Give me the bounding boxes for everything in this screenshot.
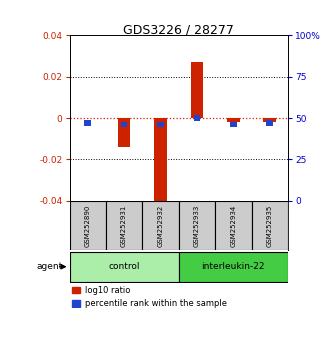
Bar (263, 118, 276, 122)
Bar (70, 201, 106, 250)
Bar (191, 62, 203, 118)
Bar (72, 301, 80, 307)
Bar (142, 201, 179, 250)
Text: GSM252931: GSM252931 (121, 204, 127, 247)
Bar (118, 118, 130, 147)
Text: agent: agent (37, 262, 63, 271)
Text: control: control (108, 262, 140, 270)
Bar (215, 201, 252, 250)
Text: GSM252935: GSM252935 (267, 204, 273, 246)
Bar (121, 122, 127, 127)
Text: GSM252890: GSM252890 (85, 204, 91, 247)
Text: percentile rank within the sample: percentile rank within the sample (85, 299, 227, 308)
Bar (252, 201, 288, 250)
Bar (157, 122, 164, 127)
Text: GDS3226 / 28277: GDS3226 / 28277 (123, 23, 234, 36)
Bar (194, 115, 200, 121)
Text: GSM252934: GSM252934 (230, 204, 236, 246)
Bar (179, 252, 288, 281)
Text: GSM252933: GSM252933 (194, 204, 200, 247)
Text: GSM252932: GSM252932 (158, 204, 164, 246)
Bar (266, 120, 273, 126)
Bar (230, 122, 237, 127)
Bar (84, 120, 91, 126)
Bar (154, 118, 167, 205)
Text: log10 ratio: log10 ratio (85, 286, 130, 295)
Bar (106, 201, 142, 250)
Bar (72, 287, 80, 293)
Bar (179, 201, 215, 250)
Bar (70, 252, 179, 281)
Text: interleukin-22: interleukin-22 (202, 262, 265, 270)
Bar (227, 118, 240, 122)
